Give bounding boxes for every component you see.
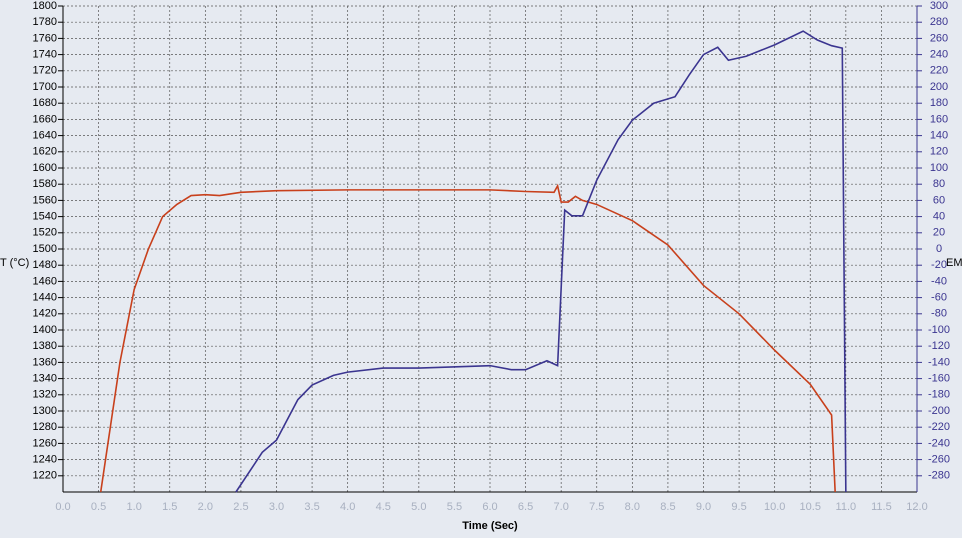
y2-tick-label: 300 [930,0,948,12]
y-tick-label: 1360 [33,356,57,368]
y-tick-label: 1460 [33,275,57,287]
x-tick-label: 5.5 [447,501,462,513]
x-tick-label: 11.5 [871,501,892,513]
y-tick-label: 1800 [33,0,57,12]
x-tick-label: 6.0 [482,501,497,513]
y-tick-label: 1220 [33,470,57,482]
y2-tick-label: -220 [928,421,950,433]
x-tick-label: 0.0 [55,501,70,513]
y-tick-label: 1280 [33,421,57,433]
y2-tick-label: 20 [933,227,945,239]
series-line [99,183,836,493]
y2-tick-label: 280 [930,16,948,28]
y-tick-label: 1740 [33,49,57,61]
y2-tick-label: -260 [928,454,950,466]
y2-tick-label: -200 [928,405,950,417]
x-tick-label: 4.5 [376,501,391,513]
y2-tick-label: 80 [933,178,945,190]
y-tick-label: 1600 [33,162,57,174]
x-tick-label: 11.0 [836,501,857,513]
x-tick-label: 7.5 [589,501,604,513]
y-tick-label: 1300 [33,405,57,417]
x-tick-label: 12.0 [906,501,927,513]
x-tick-label: 8.0 [625,501,640,513]
x-tick-label: 4.0 [340,501,355,513]
x-tick-label: 1.5 [162,501,177,513]
y-tick-label: 1440 [33,292,57,304]
y2-tick-label: 260 [930,32,948,44]
x-tick-label: 10.0 [764,501,785,513]
y2-tick-label: -80 [931,308,947,320]
y-tick-label: 1540 [33,211,57,223]
y-tick-label: 1680 [33,97,57,109]
y-tick-label: 1720 [33,65,57,77]
x-tick-label: 9.0 [696,501,711,513]
y2-tick-label: 100 [930,162,948,174]
x-tick-label: 9.5 [731,501,746,513]
y-tick-label: 1640 [33,130,57,142]
x-tick-label: 10.5 [800,501,821,513]
y2-tick-label: -20 [931,259,947,271]
x-tick-label: 2.5 [233,501,248,513]
y2-tick-label: 240 [930,49,948,61]
y-tick-label: 1620 [33,146,57,158]
x-tick-label: 3.0 [269,501,284,513]
y2-tick-label: -60 [931,292,947,304]
x-tick-label: 1.0 [127,501,142,513]
x-tick-label: 2.0 [198,501,213,513]
y-axis-label: T (°C) [0,257,29,269]
y2-tick-label: -120 [928,340,950,352]
y-tick-label: 1240 [33,454,57,466]
x-tick-label: 7.0 [554,501,569,513]
y2-tick-label: 40 [933,211,945,223]
y2-tick-label: 60 [933,194,945,206]
x-axis-label: Time (Sec) [462,520,518,532]
y2-tick-label: -280 [928,470,950,482]
y-tick-label: 1400 [33,324,57,336]
series-line [235,30,847,493]
x-tick-label: 0.5 [91,501,106,513]
y2-tick-label: 120 [930,146,948,158]
y-tick-label: 1320 [33,389,57,401]
y2-tick-label: -180 [928,389,950,401]
y2-tick-label: 160 [930,113,948,125]
y2-tick-label: -240 [928,437,950,449]
y-tick-label: 1380 [33,340,57,352]
x-tick-label: 5.0 [411,501,426,513]
y-tick-label: 1420 [33,308,57,320]
y-tick-label: 1580 [33,178,57,190]
y-tick-label: 1500 [33,243,57,255]
y2-axis-label: EM [946,257,962,269]
y-tick-label: 1480 [33,259,57,271]
y-tick-label: 1660 [33,113,57,125]
y2-tick-label: -160 [928,373,950,385]
y-tick-label: 1340 [33,373,57,385]
y-tick-label: 1760 [33,32,57,44]
y2-tick-label: -100 [928,324,950,336]
y-tick-label: 1780 [33,16,57,28]
y-tick-label: 1560 [33,194,57,206]
y2-tick-label: -140 [928,356,950,368]
x-tick-label: 8.5 [660,501,675,513]
x-tick-label: 6.5 [518,501,533,513]
y-tick-label: 1700 [33,81,57,93]
y2-tick-label: 140 [930,130,948,142]
y-tick-label: 1260 [33,437,57,449]
x-tick-label: 3.5 [304,501,319,513]
y-tick-label: 1520 [33,227,57,239]
y2-tick-label: -40 [931,275,947,287]
y2-tick-label: 200 [930,81,948,93]
y2-tick-label: 180 [930,97,948,109]
y2-tick-label: 0 [936,243,942,255]
y2-tick-label: 220 [930,65,948,77]
